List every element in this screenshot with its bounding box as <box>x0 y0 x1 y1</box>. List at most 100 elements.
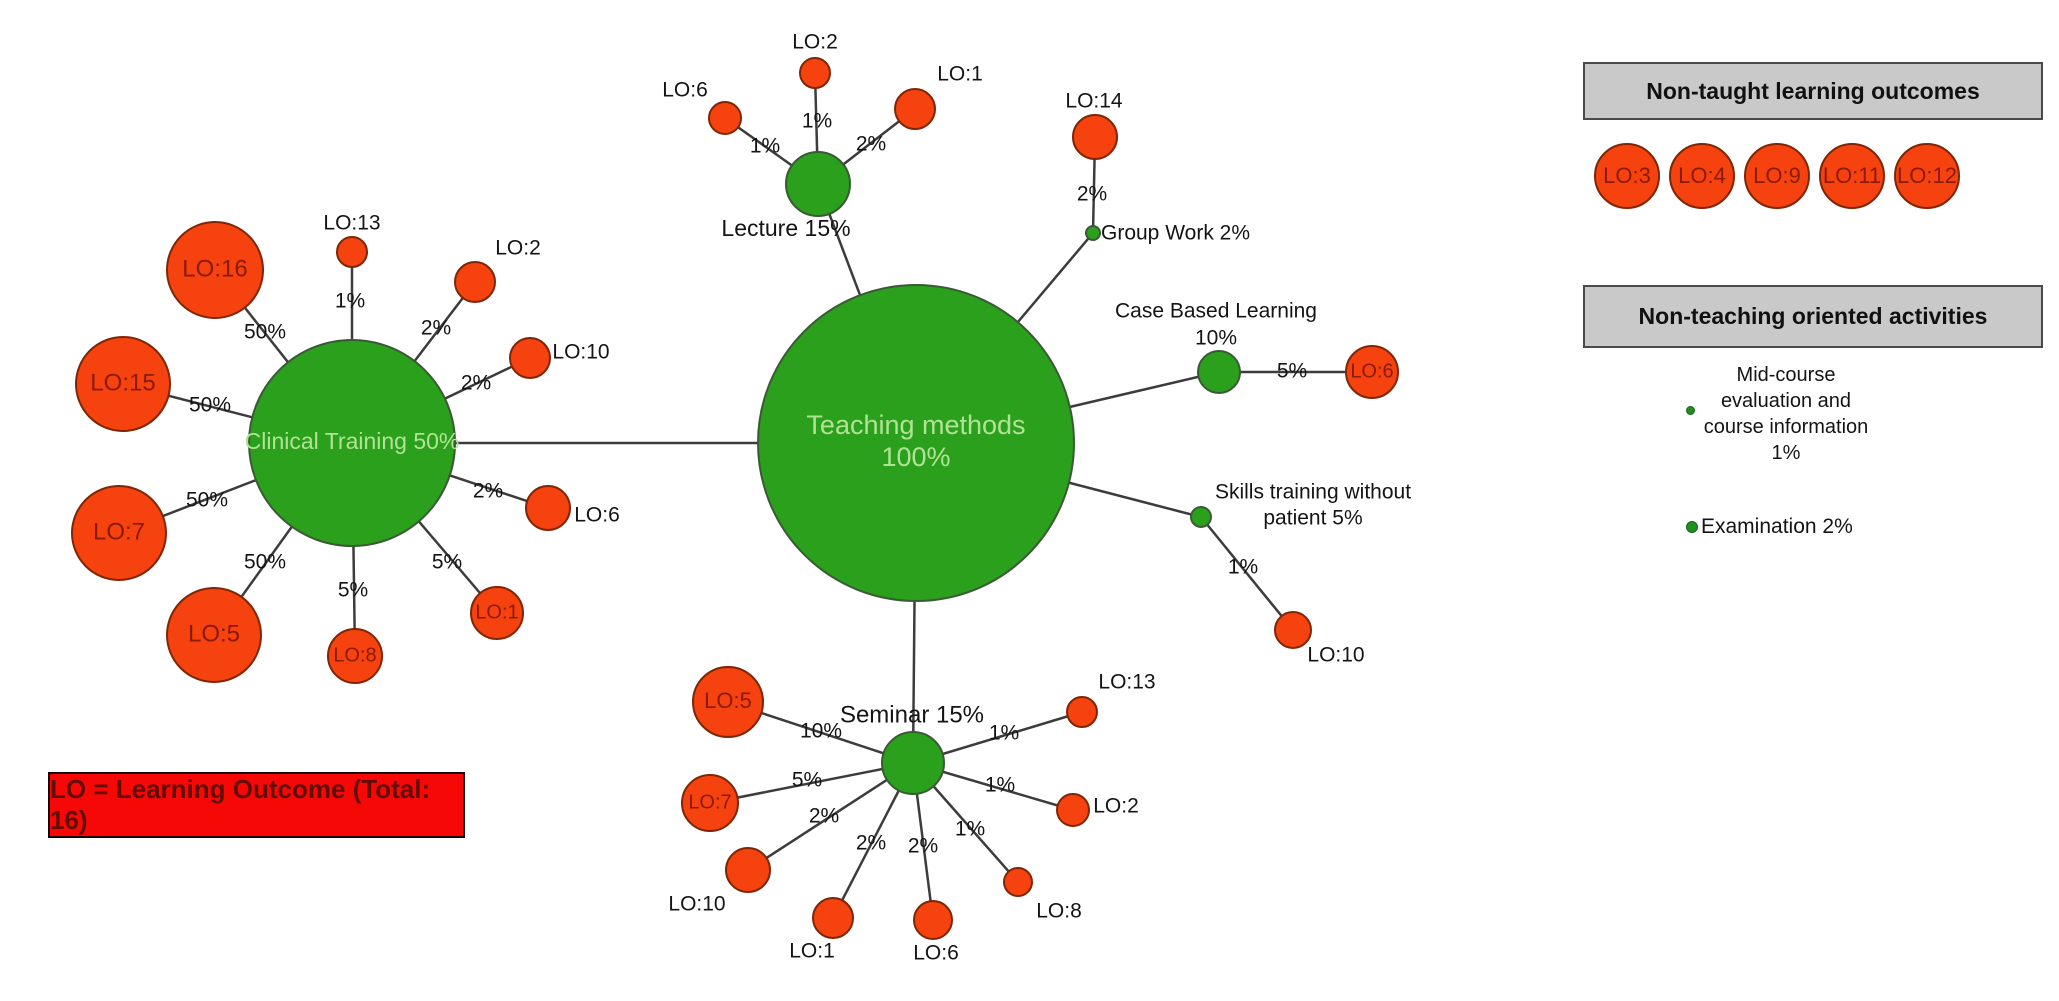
node-cl_lo5-circle <box>166 587 262 683</box>
node-sk_lo10-circle <box>1274 611 1312 649</box>
node-cl_lo15-label: LO:15 <box>90 369 155 396</box>
lo-label: LO:9 <box>1753 163 1801 188</box>
edge-seminar-sem_lo8-percent: 1% <box>955 818 985 841</box>
node-clinical-label: Clinical Training 50% <box>245 428 460 454</box>
edge-clinical-cl_lo7-percent: 50% <box>186 489 228 512</box>
edge-clinical-cl_lo5-percent: 50% <box>244 551 286 574</box>
node-sem_lo6-circle <box>913 900 953 940</box>
node-lecture-label: Lecture 15% <box>721 215 850 241</box>
node-casebased-label: 10% <box>1195 327 1237 350</box>
lo-label: LO:3 <box>1603 163 1651 188</box>
edge-clinical-cl_lo6-percent: 2% <box>473 480 503 503</box>
node-cl_lo7-label: LO:7 <box>93 518 145 545</box>
edge-seminar-sem_lo7-percent: 5% <box>792 769 822 792</box>
node-skills-label: patient 5% <box>1263 507 1362 530</box>
edge-clinical-cl_lo1-percent: 5% <box>432 551 462 574</box>
edge-seminar-sem_lo10 <box>747 761 914 872</box>
node-cl_lo13-circle <box>336 236 368 268</box>
non-taught-lo-circle: LO:11 <box>1819 143 1885 209</box>
node-cl_lo16-circle <box>166 221 264 319</box>
edge-seminar-sem_lo6-percent: 2% <box>908 835 938 858</box>
node-groupwork-label: Group Work 2% <box>1101 222 1250 245</box>
node-skills-circle <box>1190 506 1212 528</box>
node-sem_lo8-label: LO:8 <box>1036 900 1082 923</box>
edge-clinical-cl_lo15-percent: 50% <box>189 394 231 417</box>
node-sem_lo5-label: LO:5 <box>704 688 752 713</box>
node-lec_lo6-label: LO:6 <box>662 79 708 102</box>
node-sk_lo10-label: LO:10 <box>1307 644 1364 667</box>
edge-seminar-sem_lo7 <box>709 761 914 805</box>
non-taught-lo-circle: LO:3 <box>1594 143 1660 209</box>
node-teaching-circle <box>757 284 1075 602</box>
node-skills-label: Skills training without <box>1215 481 1411 504</box>
non-teaching-activities-title: Non-teaching oriented activities <box>1638 303 1988 329</box>
node-cl_lo8-circle <box>327 628 383 684</box>
edge-seminar-sem_lo5-percent: 10% <box>800 720 842 743</box>
mid-course-line: 1% <box>1771 442 1801 464</box>
node-seminar-label: Seminar 15% <box>840 701 984 728</box>
node-lo14-circle <box>1072 114 1118 160</box>
edge-clinical-cl_lo2-percent: 2% <box>421 317 451 340</box>
edge-lecture-lec_lo2-percent: 1% <box>802 110 832 133</box>
lo-label: LO:4 <box>1678 163 1726 188</box>
edge-groupwork-lo14-percent: 2% <box>1077 183 1107 206</box>
node-case_lo6-label: LO:6 <box>1350 360 1393 382</box>
node-case_lo6-circle <box>1345 345 1399 399</box>
non-taught-lo-circle: LO:4 <box>1669 143 1735 209</box>
node-sem_lo7-circle <box>681 774 739 832</box>
node-cl_lo1-label: LO:1 <box>475 601 518 623</box>
edge-clinical-cl_lo13-percent: 1% <box>335 290 365 313</box>
examination-item: Examination 2% <box>1701 515 1853 538</box>
edge-clinical-cl_lo8-percent: 5% <box>338 579 368 602</box>
edge-skills-sk_lo10-percent: 1% <box>1228 556 1258 579</box>
node-lec_lo2-label: LO:2 <box>792 31 838 54</box>
node-cl_lo6-circle <box>525 485 571 531</box>
node-sem_lo8-circle <box>1003 867 1033 897</box>
node-sem_lo10-label: LO:10 <box>668 893 725 916</box>
node-sem_lo6-label: LO:6 <box>913 942 959 965</box>
non-taught-outcomes-header: Non-taught learning outcomes <box>1583 62 2043 120</box>
edge-seminar-sem_lo1-percent: 2% <box>856 832 886 855</box>
mid-course-line: evaluation and <box>1720 390 1852 412</box>
node-cl_lo8-label: LO:8 <box>333 644 376 666</box>
node-cl_lo16-label: LO:16 <box>182 255 247 282</box>
edge-seminar-sem_lo10-percent: 2% <box>809 805 839 828</box>
node-sem_lo1-label: LO:1 <box>789 940 835 963</box>
node-lec_lo2-circle <box>799 57 831 89</box>
edge-seminar-sem_lo2-percent: 1% <box>985 774 1015 797</box>
node-sem_lo7-label: LO:7 <box>688 791 731 813</box>
node-cl_lo13-label: LO:13 <box>323 212 380 235</box>
node-cl_lo10-label: LO:10 <box>552 341 609 364</box>
lo-label: LO:11 <box>1822 163 1882 188</box>
node-cl_lo1-circle <box>470 586 524 640</box>
node-cl_lo2-circle <box>454 261 496 303</box>
node-casebased-circle <box>1197 350 1241 394</box>
edge-lecture-lec_lo1-percent: 2% <box>856 133 886 156</box>
node-groupwork-circle <box>1085 225 1101 241</box>
non-teaching-activities-header: Non-teaching oriented activities <box>1583 285 2043 348</box>
mid-course-line: Mid-course <box>1736 364 1836 386</box>
edge-skills-sk_lo10 <box>1200 516 1294 631</box>
node-sem_lo5-circle <box>692 666 764 738</box>
mid-course-dot-icon <box>1686 406 1695 415</box>
node-cl_lo7-circle <box>71 485 167 581</box>
node-sem_lo2-circle <box>1056 793 1090 827</box>
edge-seminar-sem_lo13-percent: 1% <box>989 722 1019 745</box>
node-lo14-label: LO:14 <box>1065 90 1123 113</box>
node-sem_lo1-circle <box>812 897 854 939</box>
node-sem_lo13-circle <box>1066 696 1098 728</box>
lo-legend-box: LO = Learning Outcome (Total: 16) <box>48 772 465 838</box>
node-clinical-circle <box>248 339 456 547</box>
node-lec_lo1-label: LO:1 <box>937 63 983 86</box>
node-seminar-circle <box>881 731 945 795</box>
node-lec_lo1-circle <box>894 88 936 130</box>
edge-clinical-cl_lo16-percent: 50% <box>244 321 286 344</box>
edge-lecture-lec_lo6-percent: 1% <box>750 135 780 158</box>
examination-dot-icon <box>1686 521 1698 533</box>
non-taught-lo-circle: LO:9 <box>1744 143 1810 209</box>
node-sem_lo10-circle <box>725 847 771 893</box>
node-cl_lo6-label: LO:6 <box>574 504 620 527</box>
node-cl_lo2-label: LO:2 <box>495 237 541 260</box>
